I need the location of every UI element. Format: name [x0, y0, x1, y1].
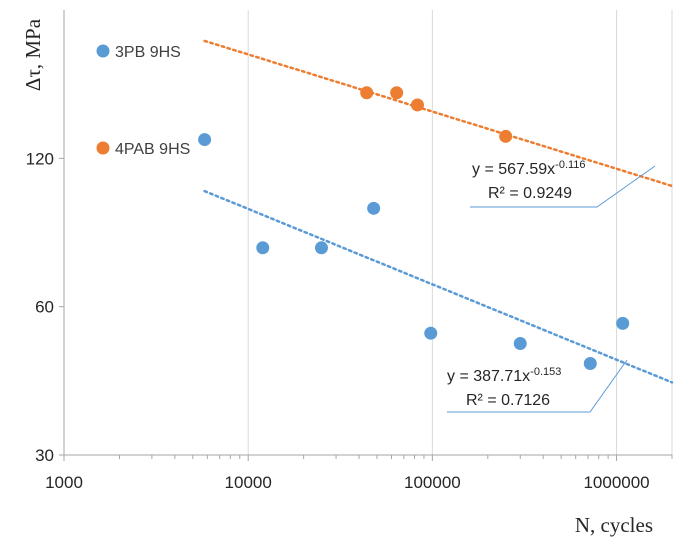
legend: 3PB 9HS 4PAB 9HS	[96, 44, 190, 158]
legend-marker	[96, 141, 110, 155]
data-points	[198, 86, 630, 371]
trendline-equation: y = 567.59x-0.116	[472, 159, 586, 178]
trendline-4pab	[203, 39, 674, 188]
trendline-equation: y = 387.71x-0.153	[447, 366, 561, 385]
tick-labels: 1000 10000 100000 1000000 30 60 120	[26, 149, 650, 492]
data-point-3pb	[513, 337, 527, 351]
data-point-3pb	[367, 201, 381, 215]
y-axis-label: Δτ, MPa	[21, 18, 45, 91]
leader-line	[447, 359, 628, 413]
y-tick-label: 30	[35, 446, 54, 465]
trendline-r-squared: R² = 0.7126	[466, 392, 550, 409]
data-point-3pb	[256, 241, 270, 255]
legend-marker	[96, 44, 110, 58]
legend-label: 4PAB 9HS	[115, 141, 190, 158]
y-tick-label: 60	[35, 298, 54, 317]
trendline-r-squared: R² = 0.9249	[488, 185, 572, 202]
grid	[247, 10, 673, 455]
data-point-4pab	[390, 86, 404, 100]
leader-line	[470, 165, 656, 208]
data-point-3pb	[314, 241, 328, 255]
legend-label: 3PB 9HS	[115, 44, 181, 61]
y-tick-label: 120	[26, 149, 54, 168]
data-point-4pab	[499, 129, 513, 143]
data-point-3pb	[583, 357, 597, 371]
data-point-3pb	[616, 316, 630, 330]
trendline-annotations: y = 387.71x-0.153 R² = 0.7126 y = 567.59x-…	[447, 159, 656, 413]
data-point-4pab	[410, 98, 424, 112]
x-tick-label: 1000	[45, 473, 83, 492]
x-tick-label: 10000	[225, 473, 272, 492]
x-tick-label: 100000	[404, 473, 461, 492]
data-point-3pb	[424, 326, 438, 340]
data-point-3pb	[198, 133, 212, 147]
x-tick-label: 1000000	[583, 473, 649, 492]
axes	[59, 10, 673, 461]
data-point-4pab	[360, 86, 374, 100]
trendline-3pb	[203, 189, 674, 384]
x-axis-label: N, cycles	[575, 513, 653, 537]
trendlines	[203, 39, 674, 384]
